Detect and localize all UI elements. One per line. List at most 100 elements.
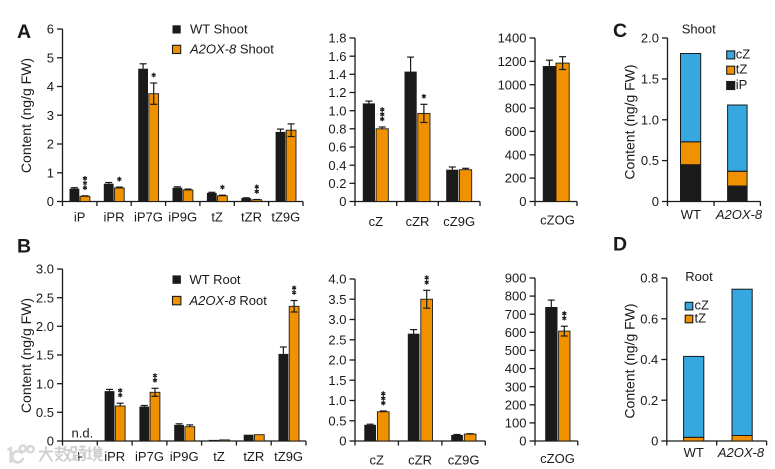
svg-text:Content (ng/g FW): Content (ng/g FW) [622, 303, 638, 418]
svg-text:400: 400 [505, 147, 527, 162]
svg-text:1.0: 1.0 [328, 393, 346, 408]
svg-text:1.6: 1.6 [328, 49, 346, 64]
svg-text:tZ: tZ [736, 62, 748, 77]
svg-text:iP7G: iP7G [134, 210, 163, 225]
svg-text:iPR: iPR [104, 210, 125, 225]
svg-text:cZOG: cZOG [540, 451, 575, 466]
svg-text:1.5: 1.5 [641, 72, 659, 87]
svg-text:Root: Root [685, 269, 713, 284]
svg-text:cZR: cZR [408, 453, 432, 468]
svg-text:0.8: 0.8 [640, 271, 658, 286]
svg-text:D: D [613, 234, 627, 256]
svg-text:iP9G: iP9G [170, 449, 199, 464]
svg-text:900: 900 [505, 271, 527, 286]
svg-text:A2OX-8: A2OX-8 [717, 445, 765, 460]
svg-text:6: 6 [47, 22, 54, 37]
svg-text:0: 0 [339, 434, 346, 449]
svg-text:iP: iP [736, 77, 748, 92]
svg-text:1.8: 1.8 [328, 31, 346, 46]
svg-text:iP7G: iP7G [135, 449, 164, 464]
svg-text:0.8: 0.8 [328, 121, 346, 136]
svg-text:2.0: 2.0 [36, 319, 54, 334]
svg-text:cZ9G: cZ9G [448, 453, 480, 468]
svg-text:1.5: 1.5 [328, 373, 346, 388]
svg-text:cZOG: cZOG [540, 213, 575, 228]
svg-text:cZ9G: cZ9G [443, 214, 475, 229]
svg-text:iP9G: iP9G [168, 210, 197, 225]
svg-text:1.2: 1.2 [328, 85, 346, 100]
svg-text:tZR: tZR [243, 449, 264, 464]
svg-text:0: 0 [339, 194, 346, 209]
svg-text:800: 800 [505, 101, 527, 116]
svg-text:200: 200 [505, 397, 527, 412]
svg-text:WT: WT [684, 445, 704, 460]
svg-text:5: 5 [47, 50, 54, 65]
svg-text:tZR: tZR [241, 210, 262, 225]
svg-text:0.6: 0.6 [640, 311, 658, 326]
svg-text:A2OX-8 Root: A2OX-8 Root [189, 293, 268, 308]
svg-text:3.0: 3.0 [36, 262, 54, 277]
svg-text:cZ: cZ [736, 46, 751, 61]
svg-text:1400: 1400 [498, 31, 527, 46]
svg-text:200: 200 [505, 171, 527, 186]
svg-text:cZR: cZR [406, 214, 430, 229]
svg-text:1.0: 1.0 [328, 103, 346, 118]
svg-text:iP: iP [74, 210, 86, 225]
svg-text:2.5: 2.5 [36, 290, 54, 305]
svg-text:cZ: cZ [695, 298, 710, 313]
svg-text:500: 500 [505, 343, 527, 358]
svg-text:0.5: 0.5 [36, 405, 54, 420]
svg-text:tZ: tZ [695, 310, 707, 325]
svg-text:800: 800 [505, 289, 527, 304]
svg-text:0.2: 0.2 [328, 176, 346, 191]
svg-text:WT Root: WT Root [190, 272, 241, 287]
svg-text:B: B [17, 236, 31, 258]
svg-text:WT Shoot: WT Shoot [190, 22, 248, 37]
svg-text:300: 300 [505, 379, 527, 394]
svg-text:3.5: 3.5 [328, 292, 346, 307]
svg-text:0.4: 0.4 [640, 352, 658, 367]
svg-text:n.d.: n.d. [72, 426, 94, 441]
svg-text:iP: iP [74, 449, 86, 464]
svg-text:cZ: cZ [369, 214, 384, 229]
svg-text:4: 4 [47, 79, 54, 94]
svg-text:0.4: 0.4 [328, 158, 346, 173]
svg-text:tZ9G: tZ9G [271, 210, 300, 225]
svg-text:1.5: 1.5 [36, 348, 54, 363]
svg-text:2.5: 2.5 [328, 332, 346, 347]
svg-text:0.5: 0.5 [328, 413, 346, 428]
svg-text:2.0: 2.0 [641, 31, 659, 46]
svg-text:1200: 1200 [498, 54, 527, 69]
svg-text:1000: 1000 [498, 77, 527, 92]
svg-text:0: 0 [47, 434, 54, 449]
svg-text:tZ: tZ [211, 210, 223, 225]
svg-text:tZ9G: tZ9G [274, 449, 303, 464]
svg-text:700: 700 [505, 307, 527, 322]
svg-text:0: 0 [651, 434, 658, 449]
svg-text:A2OX-8 Shoot: A2OX-8 Shoot [189, 42, 274, 57]
svg-text:0.5: 0.5 [641, 153, 659, 168]
svg-text:Content (ng/g FW): Content (ng/g FW) [18, 298, 34, 413]
svg-text:0: 0 [519, 194, 526, 209]
svg-text:C: C [613, 20, 627, 42]
svg-text:3: 3 [47, 108, 54, 123]
svg-text:2.0: 2.0 [328, 353, 346, 368]
svg-text:Content (ng/g FW): Content (ng/g FW) [18, 58, 34, 173]
svg-text:0: 0 [652, 194, 659, 209]
svg-text:0.2: 0.2 [640, 393, 658, 408]
svg-text:4.0: 4.0 [328, 272, 346, 287]
svg-text:Content (ng/g FW): Content (ng/g FW) [622, 64, 638, 179]
svg-text:0: 0 [519, 434, 526, 449]
svg-text:3.0: 3.0 [328, 312, 346, 327]
svg-text:1.0: 1.0 [641, 112, 659, 127]
svg-text:A2OX-8: A2OX-8 [715, 207, 763, 222]
svg-text:0: 0 [47, 194, 54, 209]
svg-text:tZ: tZ [213, 449, 225, 464]
svg-text:A: A [17, 21, 31, 43]
svg-text:iPR: iPR [104, 449, 125, 464]
svg-text:0.6: 0.6 [328, 140, 346, 155]
svg-text:400: 400 [505, 361, 527, 376]
svg-text:600: 600 [505, 124, 527, 139]
svg-text:cZ: cZ [369, 453, 384, 468]
svg-text:WT: WT [681, 207, 701, 222]
